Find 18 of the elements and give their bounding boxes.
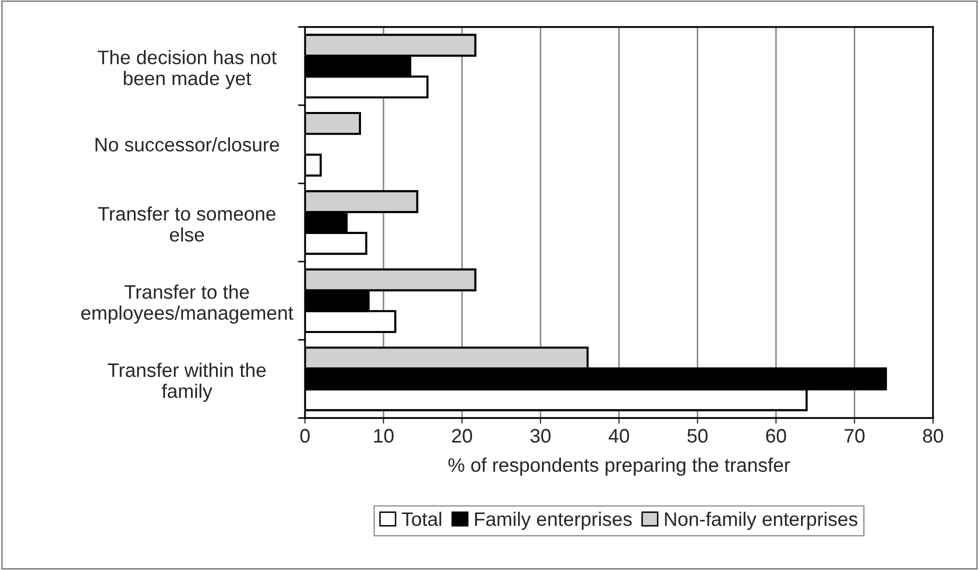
x-axis-title: % of respondents preparing the transfer bbox=[448, 458, 790, 476]
x-tick-label: 40 bbox=[608, 428, 630, 443]
x-tick-label: 50 bbox=[687, 428, 708, 443]
legend-label: Total bbox=[402, 512, 442, 526]
x-tick-label: 60 bbox=[766, 428, 786, 443]
x-tick-label: 30 bbox=[530, 428, 551, 443]
x-tick-label: 0 bbox=[300, 428, 310, 443]
x-tick-label: 10 bbox=[374, 428, 394, 443]
y-tick-label: Transfer to the employees/management bbox=[81, 284, 294, 324]
y-tick-label: No successor/closure bbox=[96, 137, 280, 152]
x-tick-label: 80 bbox=[923, 428, 944, 443]
x-tick-label: 20 bbox=[452, 428, 472, 443]
legend-label: Family enterprises bbox=[475, 512, 632, 530]
y-tick-label: Transfer to someone else bbox=[98, 206, 276, 242]
x-tick-label: 70 bbox=[844, 428, 865, 443]
y-tick-label: The decision has not been made yet bbox=[98, 50, 277, 90]
legend-label: Non-family enterprises bbox=[665, 512, 858, 530]
y-tick-label: Transfer within the family bbox=[108, 362, 266, 402]
